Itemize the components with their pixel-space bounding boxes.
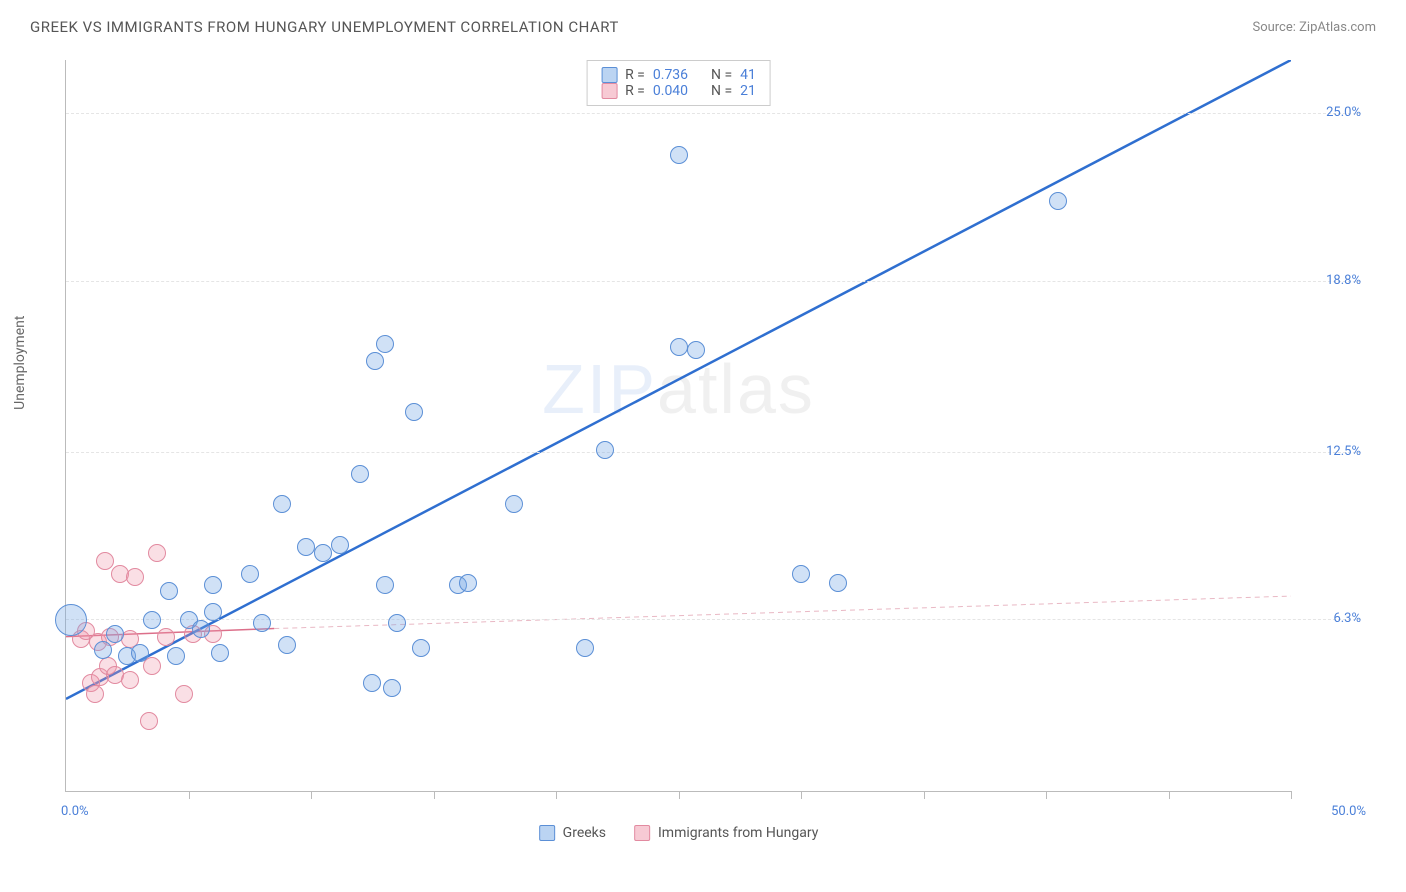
data-point xyxy=(131,644,149,662)
n-label: N = xyxy=(711,83,732,99)
data-point xyxy=(204,576,222,594)
data-point xyxy=(160,582,178,600)
trend-line-hungary-dash xyxy=(274,596,1291,628)
data-point xyxy=(241,565,259,583)
r-label: R = xyxy=(625,67,645,83)
data-point xyxy=(363,674,381,692)
legend-row-hungary: R = 0.040 N = 21 xyxy=(601,83,756,99)
series-legend: Greeks Immigrants from Hungary xyxy=(539,825,819,841)
r-label: R = xyxy=(625,83,645,99)
y-axis-label: Unemployment xyxy=(12,315,28,409)
data-point xyxy=(96,552,114,570)
data-point xyxy=(596,441,614,459)
data-point xyxy=(576,639,594,657)
data-point xyxy=(314,544,332,562)
x-axis-max-label: 50.0% xyxy=(1331,804,1366,819)
chart-area: Unemployment ZIPatlas R = 0.736 N = 41 R… xyxy=(30,50,1376,847)
chart-title: GREEK VS IMMIGRANTS FROM HUNGARY UNEMPLO… xyxy=(30,18,619,36)
x-tick xyxy=(1169,791,1170,799)
swatch-pink-icon xyxy=(601,83,617,99)
data-point xyxy=(143,611,161,629)
data-point xyxy=(505,495,523,513)
data-point xyxy=(459,574,477,592)
data-point xyxy=(351,465,369,483)
data-point xyxy=(86,685,104,703)
x-tick xyxy=(801,791,802,799)
gridline: 25.0% xyxy=(66,113,1361,114)
n-label: N = xyxy=(711,67,732,83)
data-point xyxy=(331,536,349,554)
chart-header: GREEK VS IMMIGRANTS FROM HUNGARY UNEMPLO… xyxy=(0,0,1406,46)
data-point xyxy=(204,603,222,621)
data-point xyxy=(211,644,229,662)
watermark-thin: atlas xyxy=(657,350,815,428)
data-point xyxy=(157,628,175,646)
r-value-hungary: 0.040 xyxy=(653,83,688,99)
correlation-legend: R = 0.736 N = 41 R = 0.040 N = 21 xyxy=(586,60,771,106)
swatch-blue-icon xyxy=(601,67,617,83)
data-point xyxy=(94,641,112,659)
y-tick-label: 18.8% xyxy=(1326,273,1361,288)
data-point xyxy=(388,614,406,632)
legend-item-hungary: Immigrants from Hungary xyxy=(634,825,818,841)
data-point xyxy=(297,538,315,556)
x-tick xyxy=(189,791,190,799)
data-point xyxy=(148,544,166,562)
x-tick xyxy=(1046,791,1047,799)
data-point xyxy=(55,604,87,636)
data-point xyxy=(412,639,430,657)
data-point xyxy=(670,338,688,356)
data-point xyxy=(192,620,210,638)
data-point xyxy=(366,352,384,370)
data-point xyxy=(121,671,139,689)
legend-item-greeks: Greeks xyxy=(539,825,606,841)
data-point xyxy=(253,614,271,632)
x-tick xyxy=(679,791,680,799)
x-tick xyxy=(556,791,557,799)
data-point xyxy=(167,647,185,665)
data-point xyxy=(175,685,193,703)
y-tick-label: 12.5% xyxy=(1326,444,1361,459)
data-point xyxy=(278,636,296,654)
source-label: Source: ZipAtlas.com xyxy=(1252,20,1376,35)
watermark-bold: ZIP xyxy=(542,350,657,428)
data-point xyxy=(143,657,161,675)
data-point xyxy=(106,625,124,643)
x-tick xyxy=(1291,791,1292,799)
data-point xyxy=(126,568,144,586)
data-point xyxy=(792,565,810,583)
x-tick xyxy=(924,791,925,799)
watermark: ZIPatlas xyxy=(542,349,815,429)
swatch-pink-icon xyxy=(634,825,650,841)
swatch-blue-icon xyxy=(539,825,555,841)
legend-label-hungary: Immigrants from Hungary xyxy=(658,825,818,841)
legend-label-greeks: Greeks xyxy=(563,825,606,841)
data-point xyxy=(273,495,291,513)
gridline: 18.8% xyxy=(66,281,1361,282)
data-point xyxy=(383,679,401,697)
data-point xyxy=(140,712,158,730)
x-tick xyxy=(434,791,435,799)
legend-row-greeks: R = 0.736 N = 41 xyxy=(601,67,756,83)
gridline: 12.5% xyxy=(66,452,1361,453)
x-axis-min-label: 0.0% xyxy=(61,804,89,819)
data-point xyxy=(687,341,705,359)
y-tick-label: 25.0% xyxy=(1326,105,1361,120)
r-value-greeks: 0.736 xyxy=(653,67,688,83)
n-value-greeks: 41 xyxy=(740,67,756,83)
data-point xyxy=(376,335,394,353)
data-point xyxy=(829,574,847,592)
y-tick-label: 6.3% xyxy=(1333,611,1361,626)
data-point xyxy=(670,146,688,164)
data-point xyxy=(376,576,394,594)
n-value-hungary: 21 xyxy=(740,83,756,99)
x-tick xyxy=(311,791,312,799)
trend-lines xyxy=(66,60,1291,791)
data-point xyxy=(405,403,423,421)
plot-region: ZIPatlas R = 0.736 N = 41 R = 0.040 N = … xyxy=(65,60,1291,792)
data-point xyxy=(1049,192,1067,210)
